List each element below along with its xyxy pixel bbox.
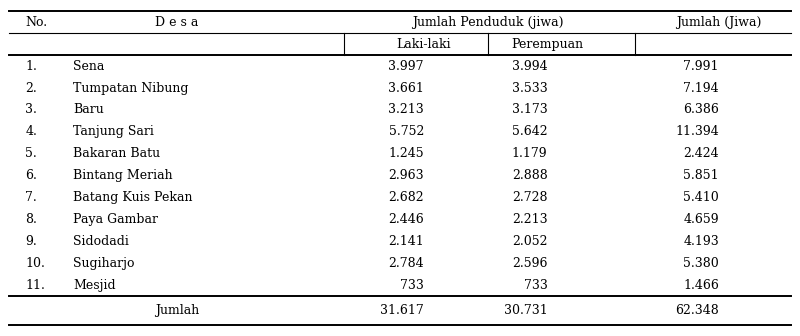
Text: 30.731: 30.731: [504, 304, 547, 317]
Text: Sidodadi: Sidodadi: [73, 235, 129, 248]
Text: 6.386: 6.386: [683, 103, 719, 117]
Text: 31.617: 31.617: [380, 304, 424, 317]
Text: 7.: 7.: [26, 191, 37, 204]
Text: Bakaran Batu: Bakaran Batu: [73, 147, 160, 160]
Text: 3.661: 3.661: [388, 82, 424, 94]
Text: 733: 733: [400, 279, 424, 292]
Text: 7.194: 7.194: [683, 82, 719, 94]
Text: 9.: 9.: [26, 235, 37, 248]
Text: Tumpatan Nibung: Tumpatan Nibung: [73, 82, 189, 94]
Text: D e s a: D e s a: [155, 16, 198, 29]
Text: 2.596: 2.596: [512, 257, 547, 270]
Text: No.: No.: [26, 16, 47, 29]
Text: 3.213: 3.213: [388, 103, 424, 117]
Text: 1.179: 1.179: [512, 147, 547, 160]
Text: 3.173: 3.173: [512, 103, 547, 117]
Text: 2.141: 2.141: [388, 235, 424, 248]
Text: 733: 733: [524, 279, 547, 292]
Text: Baru: Baru: [73, 103, 104, 117]
Text: Perempuan: Perempuan: [511, 38, 583, 51]
Text: Bintang Meriah: Bintang Meriah: [73, 169, 173, 182]
Text: 5.642: 5.642: [512, 125, 547, 138]
Text: 4.193: 4.193: [683, 235, 719, 248]
Text: 2.446: 2.446: [388, 213, 424, 226]
Text: 2.424: 2.424: [683, 147, 719, 160]
Text: 2.052: 2.052: [512, 235, 547, 248]
Text: 2.728: 2.728: [512, 191, 547, 204]
Text: 2.: 2.: [26, 82, 37, 94]
Text: 4.: 4.: [26, 125, 37, 138]
Text: 4.659: 4.659: [683, 213, 719, 226]
Text: Paya Gambar: Paya Gambar: [73, 213, 158, 226]
Text: 2.963: 2.963: [388, 169, 424, 182]
Text: 2.213: 2.213: [512, 213, 547, 226]
Text: Jumlah (Jiwa): Jumlah (Jiwa): [676, 16, 762, 29]
Text: 2.682: 2.682: [388, 191, 424, 204]
Text: 5.: 5.: [26, 147, 37, 160]
Text: 3.533: 3.533: [512, 82, 547, 94]
Text: 1.466: 1.466: [683, 279, 719, 292]
Text: Jumlah: Jumlah: [154, 304, 199, 317]
Text: 10.: 10.: [26, 257, 45, 270]
Text: Jumlah Penduduk (jiwa): Jumlah Penduduk (jiwa): [412, 16, 563, 29]
Text: 7.991: 7.991: [683, 60, 719, 73]
Text: 5.380: 5.380: [683, 257, 719, 270]
Text: 1.245: 1.245: [388, 147, 424, 160]
Text: Mesjid: Mesjid: [73, 279, 116, 292]
Text: 62.348: 62.348: [675, 304, 719, 317]
Text: Laki-laki: Laki-laki: [397, 38, 451, 51]
Text: 2.888: 2.888: [512, 169, 547, 182]
Text: 8.: 8.: [26, 213, 37, 226]
Text: 5.851: 5.851: [683, 169, 719, 182]
Text: 3.: 3.: [26, 103, 37, 117]
Text: 3.994: 3.994: [512, 60, 547, 73]
Text: Batang Kuis Pekan: Batang Kuis Pekan: [73, 191, 193, 204]
Text: Sugiharjo: Sugiharjo: [73, 257, 134, 270]
Text: 5.410: 5.410: [683, 191, 719, 204]
Text: 5.752: 5.752: [389, 125, 424, 138]
Text: 3.997: 3.997: [389, 60, 424, 73]
Text: Tanjung Sari: Tanjung Sari: [73, 125, 154, 138]
Text: 2.784: 2.784: [388, 257, 424, 270]
Text: Sena: Sena: [73, 60, 105, 73]
Text: 6.: 6.: [26, 169, 37, 182]
Text: 11.394: 11.394: [675, 125, 719, 138]
Text: 1.: 1.: [26, 60, 37, 73]
Text: 11.: 11.: [26, 279, 45, 292]
